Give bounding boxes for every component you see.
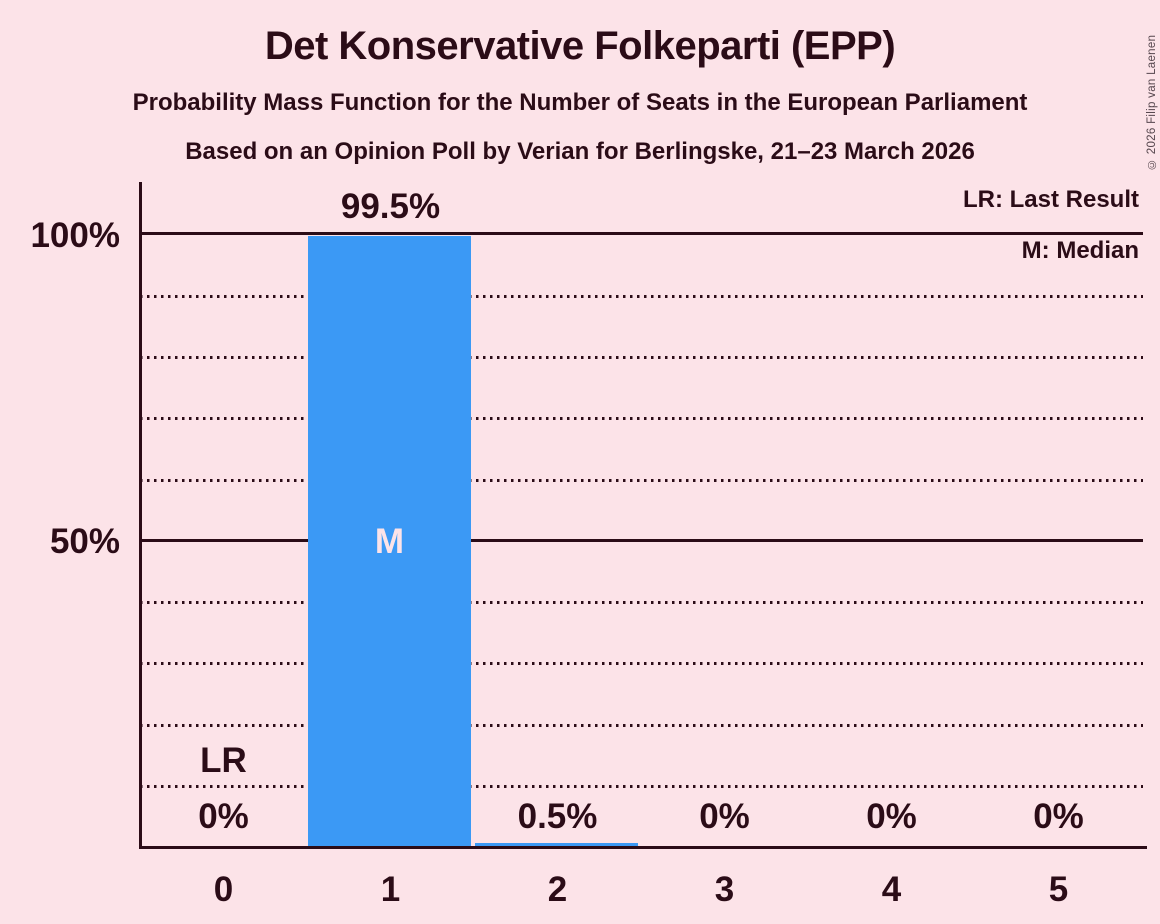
chart-title: Det Konservative Folkeparti (EPP) [264,24,896,68]
y-axis-label-50: 50% [49,522,120,561]
median-marker-label: M [374,522,405,561]
bar-value-label-4: 0% [866,797,917,836]
gridline-30 [140,662,1143,665]
bar-seats-2 [475,843,638,846]
x-tick-label-1: 1 [380,870,401,909]
last-result-marker-label: LR [200,741,247,780]
copyright-notice: © 2026 Filip van Laenen [1146,34,1158,170]
bar-value-label-0: 0% [198,797,249,836]
chart-subtitle-pmf: Probability Mass Function for the Number… [132,89,1028,116]
x-tick-label-5: 5 [1048,870,1069,909]
legend-last-result: LR: Last Result [962,186,1139,213]
fifty-percent-line [140,539,1143,542]
gridline-90 [140,295,1143,298]
gridline-80 [140,356,1143,359]
gridline-10 [140,785,1143,788]
bar-value-label-2: 0.5% [517,797,598,836]
y-axis-label-100: 100% [30,216,120,255]
x-tick-label-4: 4 [881,870,902,909]
bar-value-label-5: 0% [1033,797,1084,836]
x-axis-line [139,846,1147,849]
legend-median: M: Median [1021,237,1139,264]
bar-value-label-3: 0% [699,797,750,836]
x-tick-label-0: 0 [213,870,234,909]
chart-subtitle-poll: Based on an Opinion Poll by Verian for B… [185,138,975,165]
hundred-percent-line [140,232,1143,235]
gridline-60 [140,479,1143,482]
bar-seats-1 [308,236,471,846]
gridline-40 [140,601,1143,604]
gridline-20 [140,724,1143,727]
gridline-70 [140,417,1143,420]
x-tick-label-2: 2 [547,870,568,909]
x-tick-label-3: 3 [714,870,735,909]
bar-value-label-1: 99.5% [340,187,441,226]
y-axis-line [139,182,142,849]
